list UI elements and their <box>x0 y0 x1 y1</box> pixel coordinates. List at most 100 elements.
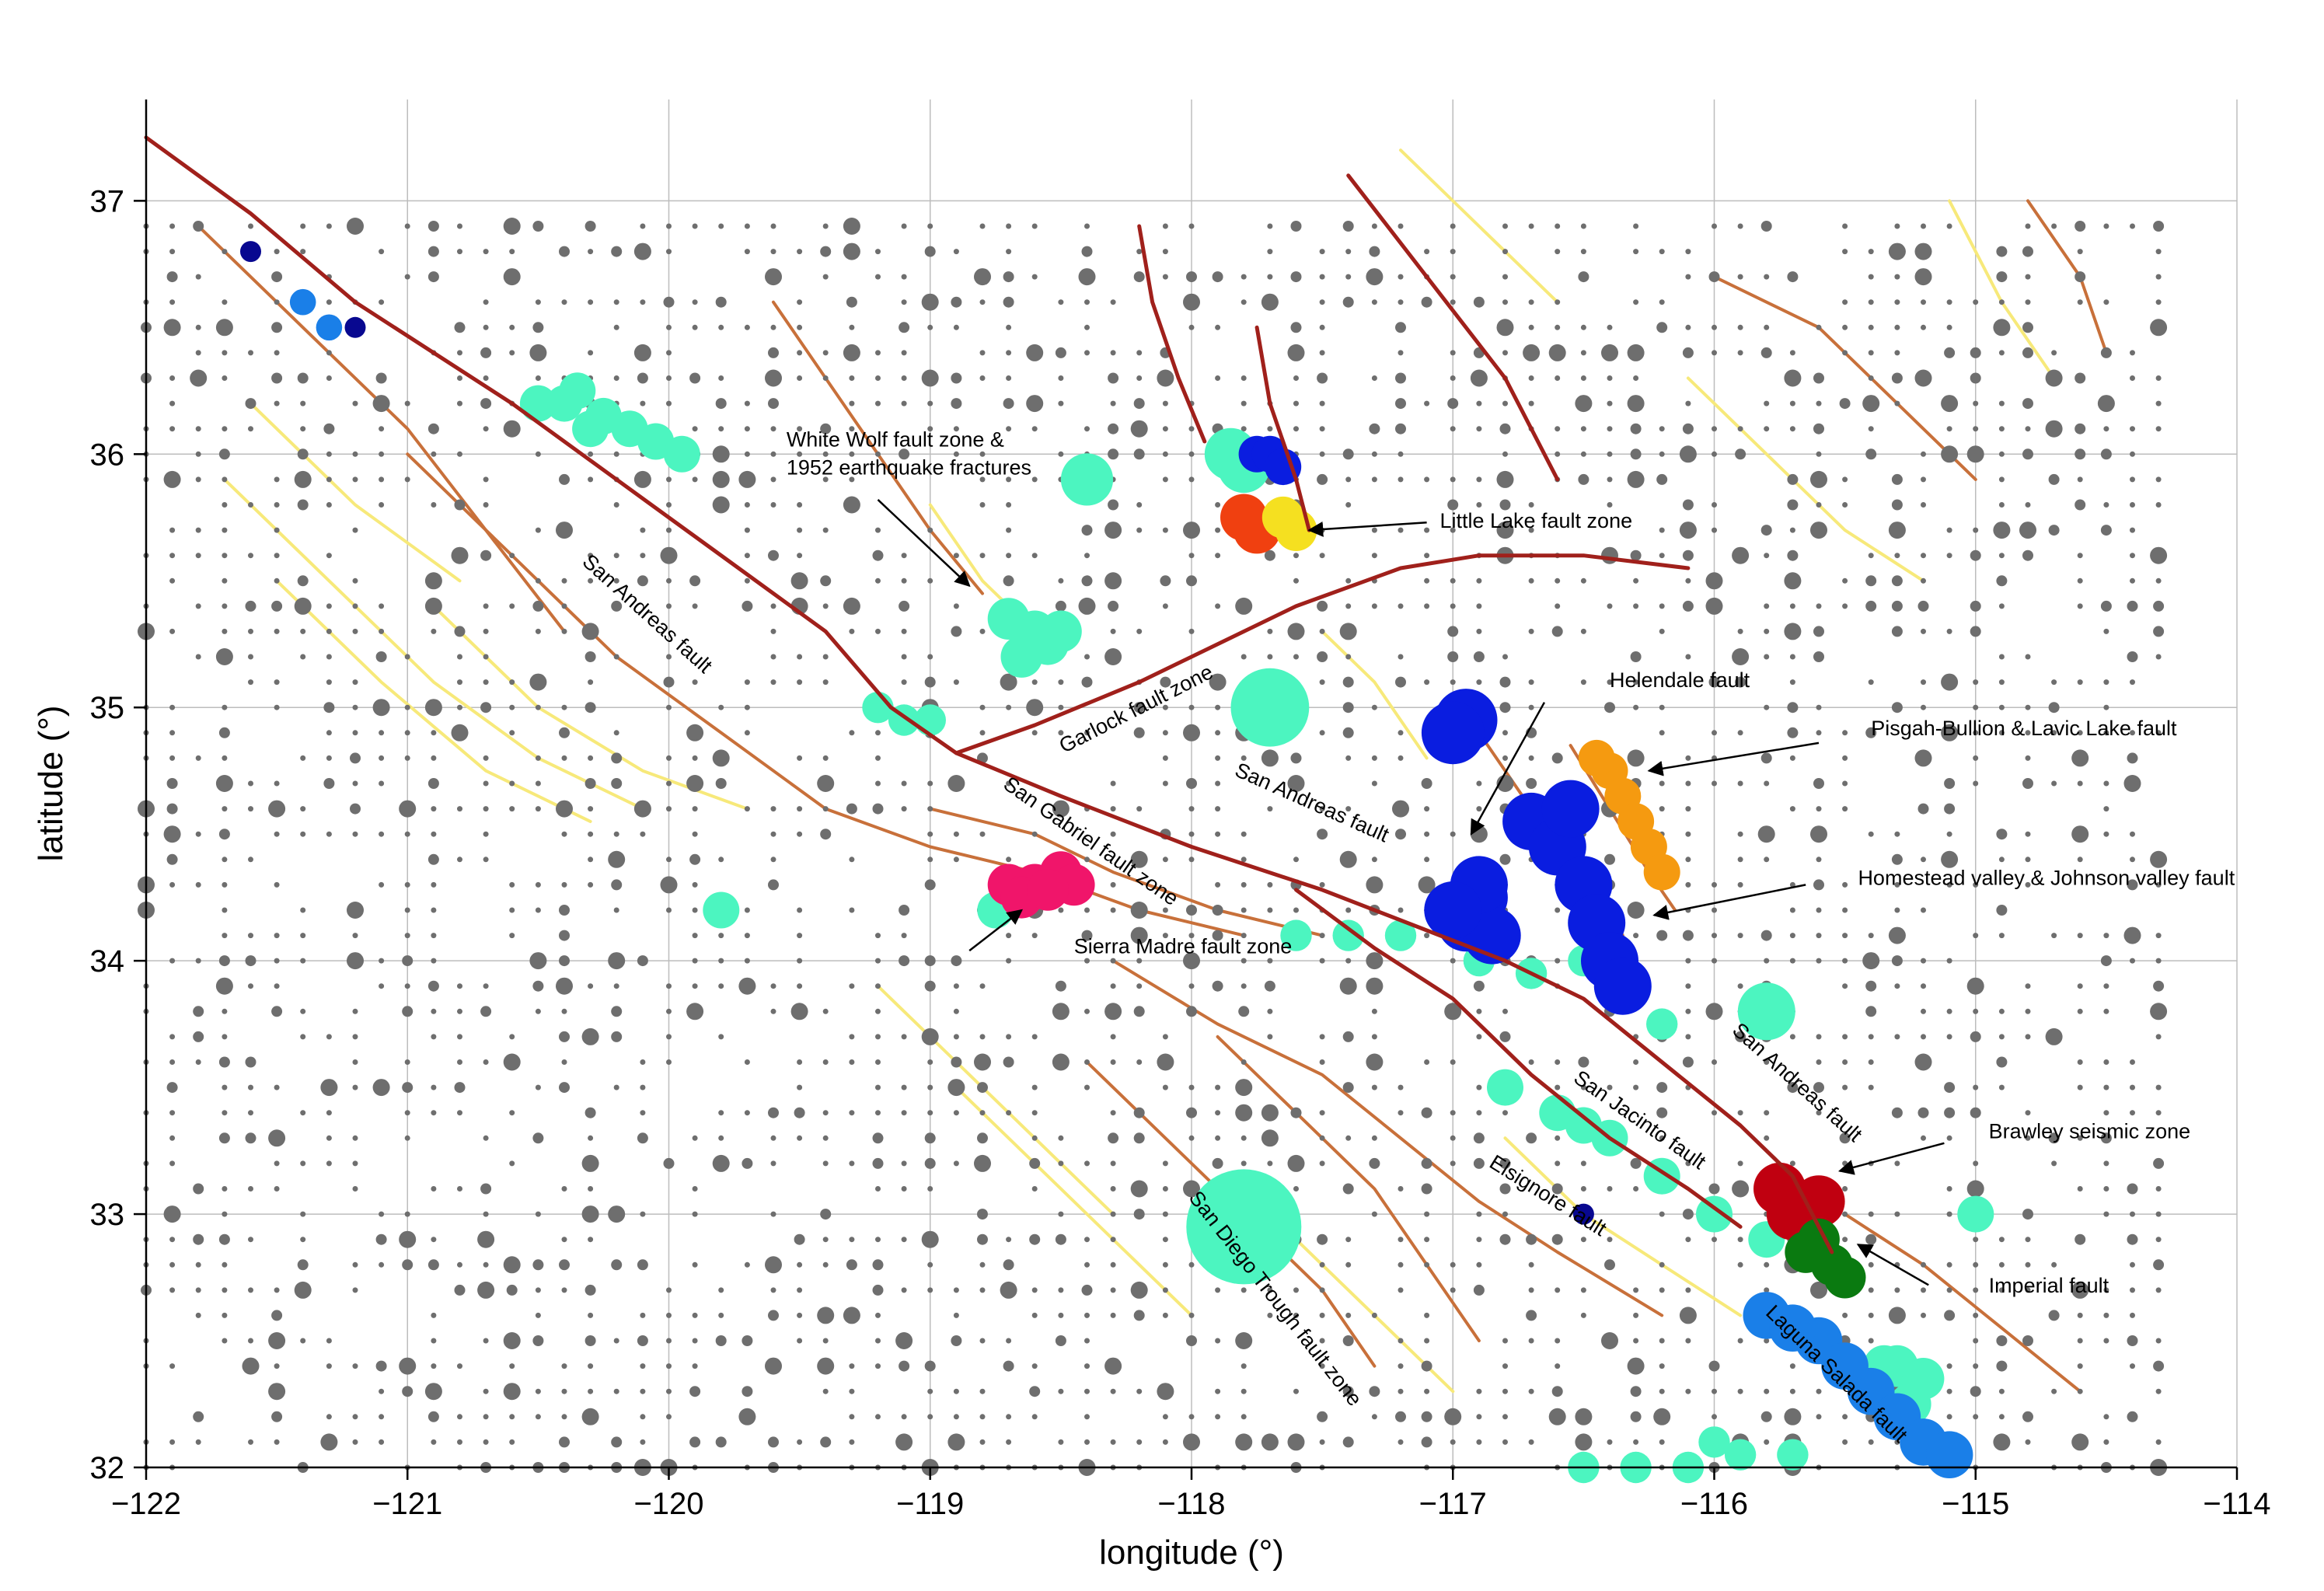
seismicity-dot <box>1764 1135 1770 1141</box>
seismicity-dot <box>1842 755 1848 761</box>
seismicity-dot <box>509 1034 515 1040</box>
seismicity-dot <box>1398 654 1404 660</box>
seismicity-dot <box>1162 1261 1168 1268</box>
seismicity-dot <box>1290 221 1302 232</box>
seismicity-dot <box>1476 1008 1482 1014</box>
seismicity-dot <box>1789 1363 1795 1369</box>
seismicity-dot <box>1891 626 1903 637</box>
seismicity-dot <box>271 1411 283 1422</box>
seismicity-dot <box>274 1287 280 1293</box>
seismicity-dot <box>689 1386 701 1397</box>
seismicity-dot <box>797 1338 803 1344</box>
earthquake-cluster-circle <box>1646 1008 1678 1040</box>
seismicity-dot <box>2077 679 2083 686</box>
seismicity-dot <box>1398 907 1404 913</box>
seismicity-dot <box>872 1284 884 1296</box>
seismicity-dot <box>245 955 256 967</box>
seismicity-dot <box>1496 319 1514 337</box>
seismicity-dot <box>744 806 750 812</box>
seismicity-dot <box>2022 778 2033 789</box>
seismicity-dot <box>875 730 881 736</box>
seismicity-dot <box>666 704 672 710</box>
callout-arrow <box>1837 1142 1945 1175</box>
seismicity-dot <box>2103 679 2109 686</box>
seismicity-dot <box>797 806 803 812</box>
seismicity-dot <box>1891 575 1903 587</box>
seismicity-dot <box>1104 648 1122 665</box>
seismicity-dot <box>404 1059 410 1065</box>
seismicity-dot <box>1031 730 1038 736</box>
seismicity-dot <box>1737 1160 1743 1167</box>
seismicity-dot <box>1946 1211 1952 1217</box>
seismicity-dot <box>1784 1408 1802 1425</box>
seismicity-dot <box>1267 1034 1273 1040</box>
seismicity-dot <box>2025 502 2031 508</box>
seismicity-dot <box>431 1110 437 1116</box>
seismicity-dot <box>1737 881 1743 888</box>
seismicity-dot <box>427 271 439 283</box>
seismicity-dot <box>195 1261 201 1268</box>
seismicity-dot <box>352 628 358 634</box>
seismicity-dot <box>1293 1388 1299 1394</box>
seismicity-dot <box>457 1034 462 1040</box>
seismicity-dot <box>1319 299 1325 305</box>
seismicity-dot <box>588 249 594 255</box>
seismicity-dot <box>2155 1034 2162 1040</box>
seismicity-dot <box>457 1059 462 1065</box>
seismicity-dot <box>1764 324 1770 330</box>
seismicity-dot <box>588 881 594 888</box>
seismicity-dot <box>1607 400 1613 406</box>
seismicity-dot <box>1685 324 1691 330</box>
seismicity-dot <box>218 727 230 738</box>
seismicity-dot <box>300 628 306 634</box>
seismicity-dot <box>274 553 280 559</box>
seismicity-dot <box>483 502 489 508</box>
seismicity-dot <box>718 704 724 710</box>
seismicity-dot <box>352 1059 358 1065</box>
seismicity-dot <box>2155 1287 2162 1293</box>
seismicity-dot <box>637 575 648 587</box>
seismicity-dot <box>404 704 410 710</box>
seismicity-dot <box>1371 1312 1377 1318</box>
seismicity-dot <box>797 654 803 660</box>
seismicity-dot <box>797 958 803 964</box>
seismicity-dot <box>1656 1107 1668 1118</box>
seismicity-dot <box>300 1034 306 1040</box>
seismicity-dot <box>1868 933 1874 939</box>
seismicity-dot <box>1003 398 1014 410</box>
seismicity-dot <box>1502 730 1508 736</box>
seismicity-dot <box>195 1312 201 1318</box>
seismicity-dot <box>1319 933 1325 939</box>
seismicity-dot <box>1084 1363 1090 1369</box>
seismicity-dot <box>1998 857 2005 863</box>
seismicity-dot <box>1345 1135 1352 1141</box>
seismicity-dot <box>457 806 462 812</box>
seismicity-dot <box>1685 983 1691 989</box>
seismicity-dot <box>2051 780 2057 787</box>
seismicity-dot <box>535 1008 541 1014</box>
seismicity-dot <box>1712 1059 1717 1065</box>
seismicity-dot <box>1996 271 2008 283</box>
seismicity-dot <box>1555 223 1561 229</box>
seismicity-dot <box>901 1160 907 1167</box>
seismicity-dot <box>1842 983 1848 989</box>
seismicity-dot <box>640 1363 646 1369</box>
seismicity-dot <box>1108 600 1119 612</box>
seismicity-dot <box>2103 1186 2109 1192</box>
seismicity-dot <box>901 780 907 787</box>
seismicity-dot <box>588 553 594 559</box>
seismicity-dot <box>849 857 855 863</box>
seismicity-dot <box>190 369 208 387</box>
seismicity-dot <box>1921 502 1926 508</box>
seismicity-dot <box>1395 398 1406 410</box>
seismicity-dot <box>1894 1287 1900 1293</box>
seismicity-dot <box>1188 1084 1195 1090</box>
seismicity-dot <box>738 1408 756 1425</box>
seismicity-dot <box>2100 600 2112 612</box>
seismicity-dot <box>245 1056 256 1068</box>
seismicity-dot <box>1476 780 1482 787</box>
seismicity-dot <box>1555 1160 1561 1167</box>
seismicity-dot <box>300 400 306 406</box>
seismicity-dot <box>2150 319 2168 337</box>
seismicity-dot <box>300 1110 306 1116</box>
